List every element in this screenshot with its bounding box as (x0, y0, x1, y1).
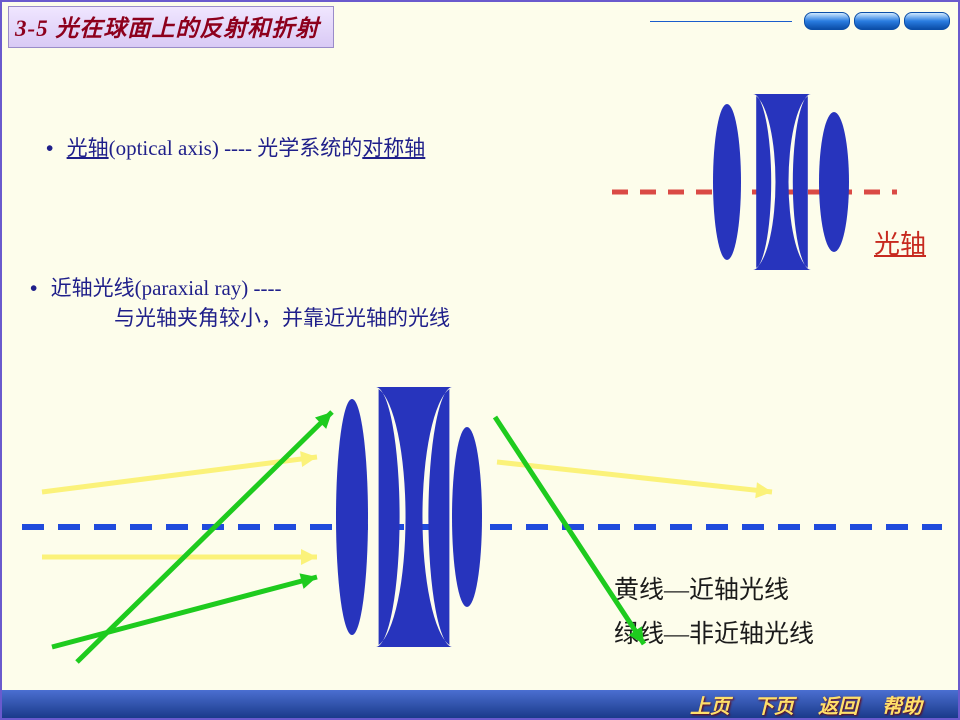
diagram-top-lenses (642, 92, 922, 272)
slide-page: 3-5 光在球面上的反射和折射 • 光轴(optical axis) ---- … (0, 0, 960, 720)
footer-nav: 上页 下页 返回 帮助 (2, 690, 958, 718)
bullet2-line2: 与光轴夹角较小，并靠近光轴的光线 (114, 306, 450, 330)
prev-page-button[interactable]: 上页 (690, 690, 730, 719)
next-page-button[interactable]: 下页 (754, 690, 794, 719)
bullet1-rest: (optical axis) ---- 光学系统的 (109, 136, 363, 160)
bullet-dot: • (30, 276, 37, 300)
term-optical-axis: 光轴 (67, 136, 109, 160)
bullet-paraxial: • 近轴光线(paraxial ray) ---- (30, 272, 282, 302)
deco-line (650, 21, 792, 22)
back-button[interactable]: 返回 (818, 690, 858, 719)
slide-title: 3-5 光在球面上的反射和折射 (8, 6, 334, 48)
deco-pill (854, 12, 900, 30)
bullet-optical-axis: • 光轴(optical axis) ---- 光学系统的对称轴 (46, 132, 425, 162)
help-button[interactable]: 帮助 (882, 690, 922, 719)
decorative-bar (650, 10, 950, 32)
diagram-bottom-rays (22, 362, 942, 682)
bullet-dot: • (46, 136, 53, 160)
bullet1-suffix: 对称轴 (362, 136, 425, 160)
bullet-paraxial-line2: 与光轴夹角较小，并靠近光轴的光线 (114, 302, 450, 332)
deco-pill (904, 12, 950, 30)
bullet2-line1: 近轴光线(paraxial ray) ---- (51, 276, 282, 300)
deco-pill (804, 12, 850, 30)
